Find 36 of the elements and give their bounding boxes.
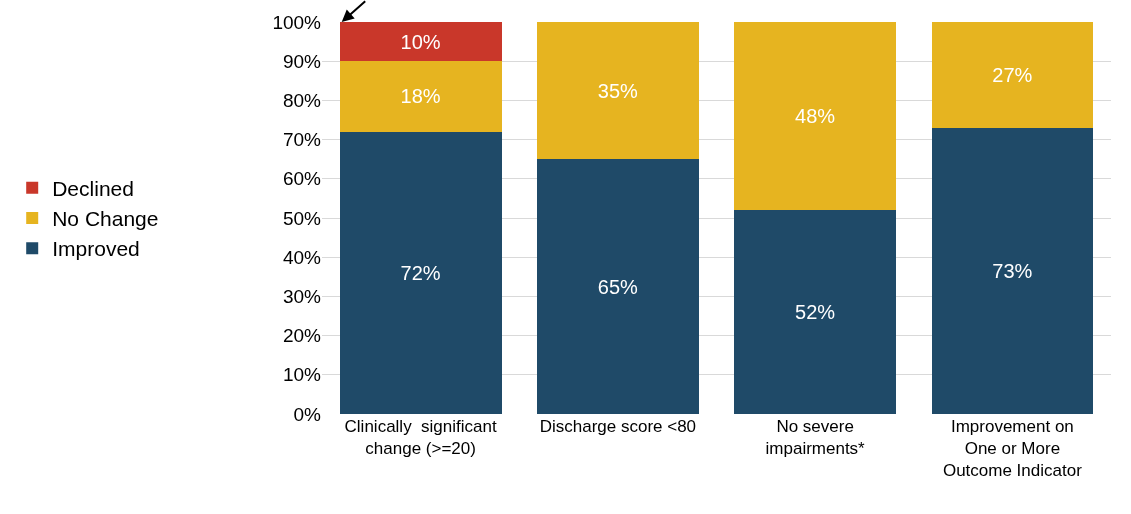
- y-tick-label: 20%: [282, 325, 322, 347]
- y-tick-label: 100%: [272, 11, 322, 33]
- data-label: 10%: [400, 30, 441, 53]
- legend-label: Declined: [52, 176, 134, 200]
- y-tick-label: 30%: [282, 286, 322, 308]
- y-tick-label: 60%: [282, 168, 322, 190]
- x-tick-label: Clinically significant change (>=20): [344, 417, 497, 459]
- y-tick-label: 40%: [282, 246, 322, 268]
- bar: [734, 210, 896, 414]
- bar: [931, 22, 1094, 128]
- bar: [339, 61, 502, 132]
- data-label: 18%: [400, 85, 441, 108]
- data-label: 65%: [597, 275, 638, 298]
- y-tick-label: 50%: [282, 207, 322, 229]
- y-tick-label: 80%: [282, 90, 322, 112]
- bar: [734, 22, 896, 211]
- y-tick-label: 10%: [282, 364, 322, 386]
- x-tick-label: No severe impairments*: [765, 417, 866, 459]
- y-tick-label: 90%: [282, 50, 322, 72]
- bar: [339, 22, 502, 62]
- bar: [339, 131, 502, 414]
- data-label: 35%: [597, 79, 638, 102]
- legend-label: Improved: [52, 237, 140, 261]
- data-label: 52%: [795, 301, 836, 324]
- legend-label: No Change: [52, 207, 159, 231]
- bar: [537, 159, 699, 414]
- y-tick-label: 0%: [293, 403, 322, 425]
- data-label: 72%: [400, 261, 441, 284]
- bar: [931, 127, 1094, 414]
- data-label: 73%: [992, 259, 1033, 282]
- bar: [537, 22, 699, 160]
- data-label: 27%: [992, 63, 1033, 86]
- y-tick-label: 70%: [282, 129, 322, 151]
- data-label: 48%: [795, 105, 836, 128]
- x-tick-label: Discharge score <80: [539, 417, 697, 436]
- x-tick-label: Improvement on One or More Outcome Indicator: [942, 417, 1083, 481]
